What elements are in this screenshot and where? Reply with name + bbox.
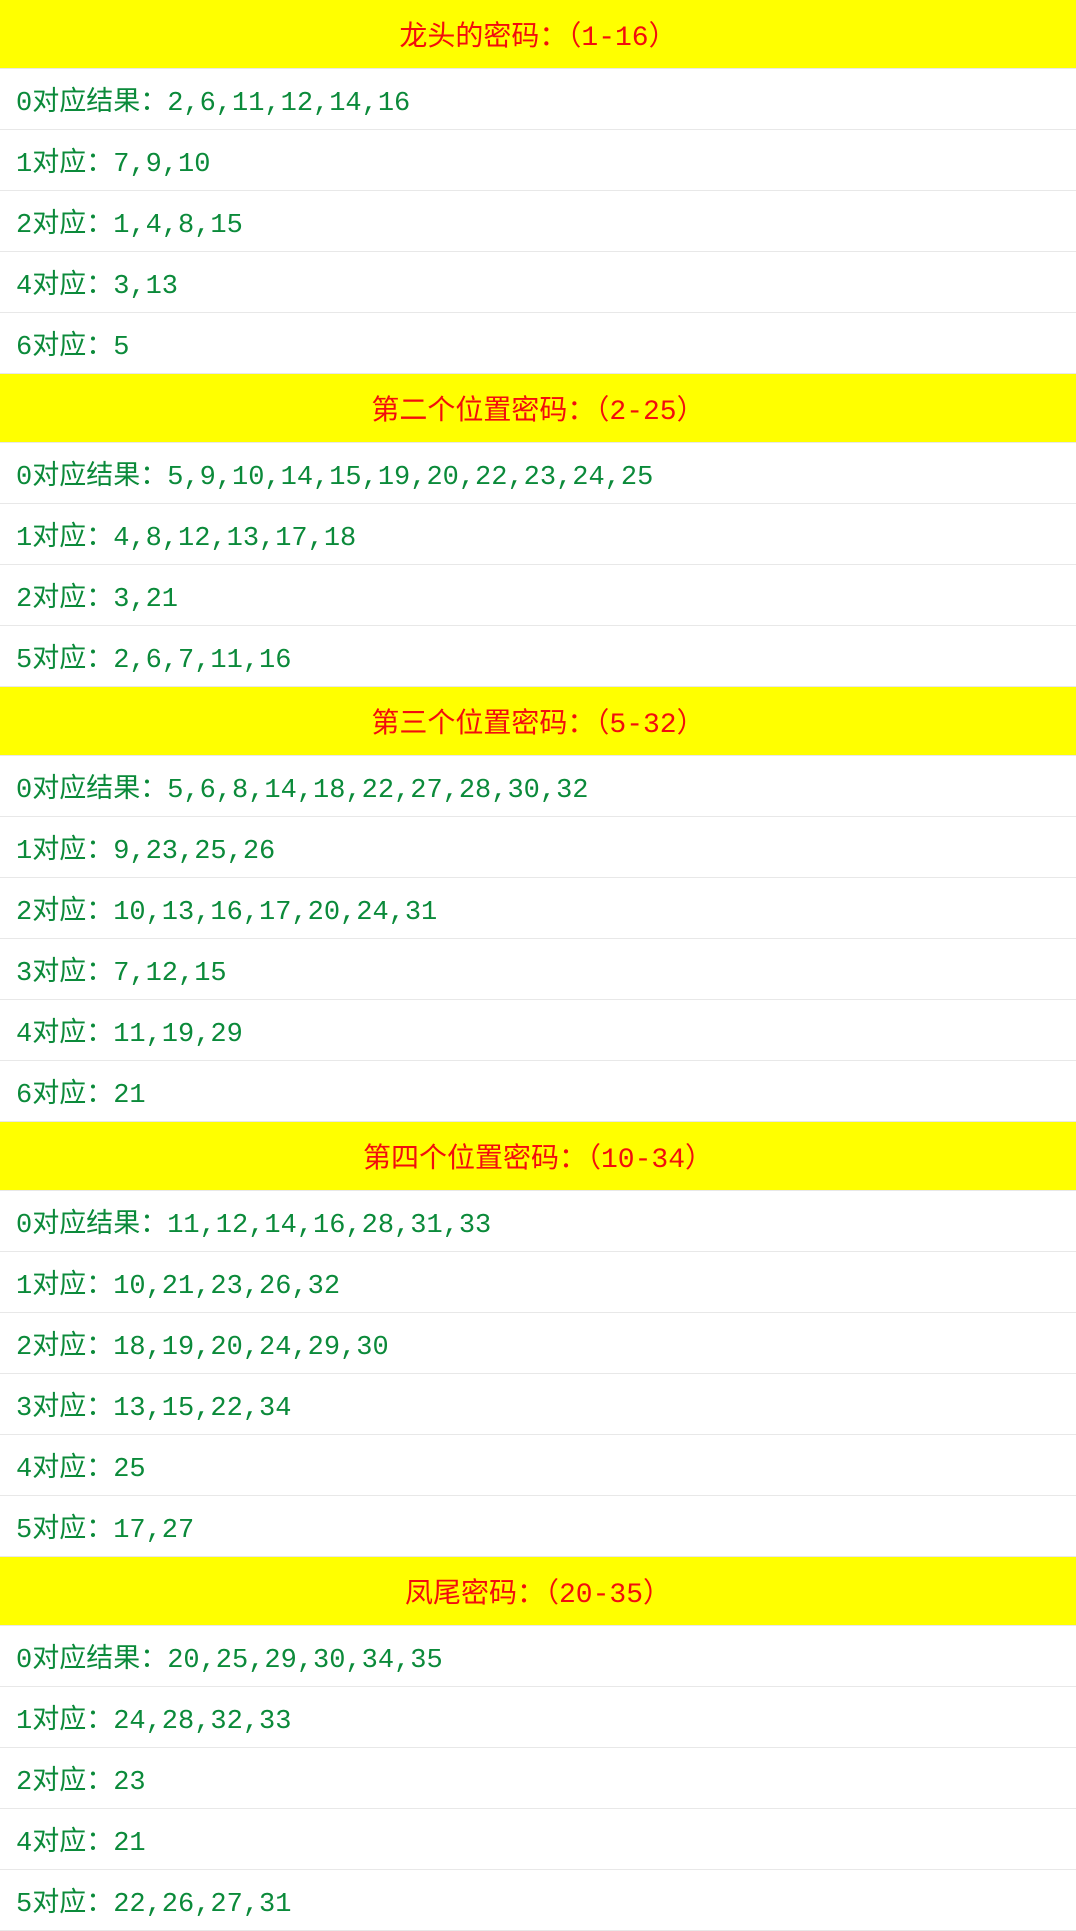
section-header: 凤尾密码：（20-35）	[0, 1557, 1076, 1626]
data-row: 5对应：17,27	[0, 1496, 1076, 1557]
data-row: 3对应：13,15,22,34	[0, 1374, 1076, 1435]
section-header: 第四个位置密码：（10-34）	[0, 1122, 1076, 1191]
data-row: 2对应：1,4,8,15	[0, 191, 1076, 252]
data-row: 4对应：25	[0, 1435, 1076, 1496]
data-row: 4对应：3,13	[0, 252, 1076, 313]
data-row: 0对应结果：20,25,29,30,34,35	[0, 1626, 1076, 1687]
section-header: 龙头的密码：（1-16）	[0, 0, 1076, 69]
data-row: 0对应结果：5,9,10,14,15,19,20,22,23,24,25	[0, 443, 1076, 504]
data-row: 0对应结果：2,6,11,12,14,16	[0, 69, 1076, 130]
data-row: 1对应：24,28,32,33	[0, 1687, 1076, 1748]
data-row: 2对应：18,19,20,24,29,30	[0, 1313, 1076, 1374]
data-row: 0对应结果：11,12,14,16,28,31,33	[0, 1191, 1076, 1252]
data-row: 3对应：7,12,15	[0, 939, 1076, 1000]
data-row: 4对应：21	[0, 1809, 1076, 1870]
data-row: 1对应：10,21,23,26,32	[0, 1252, 1076, 1313]
data-row: 6对应：5	[0, 313, 1076, 374]
data-row: 1对应：4,8,12,13,17,18	[0, 504, 1076, 565]
data-row: 5对应：22,26,27,31	[0, 1870, 1076, 1931]
password-table-container: 龙头的密码：（1-16） 0对应结果：2,6,11,12,14,16 1对应：7…	[0, 0, 1076, 1931]
data-row: 6对应：21	[0, 1061, 1076, 1122]
data-row: 1对应：9,23,25,26	[0, 817, 1076, 878]
data-row: 2对应：10,13,16,17,20,24,31	[0, 878, 1076, 939]
data-row: 4对应：11,19,29	[0, 1000, 1076, 1061]
section-header: 第二个位置密码：（2-25）	[0, 374, 1076, 443]
data-row: 2对应：23	[0, 1748, 1076, 1809]
section-header: 第三个位置密码：（5-32）	[0, 687, 1076, 756]
data-row: 0对应结果：5,6,8,14,18,22,27,28,30,32	[0, 756, 1076, 817]
data-row: 2对应：3,21	[0, 565, 1076, 626]
data-row: 5对应：2,6,7,11,16	[0, 626, 1076, 687]
data-row: 1对应：7,9,10	[0, 130, 1076, 191]
